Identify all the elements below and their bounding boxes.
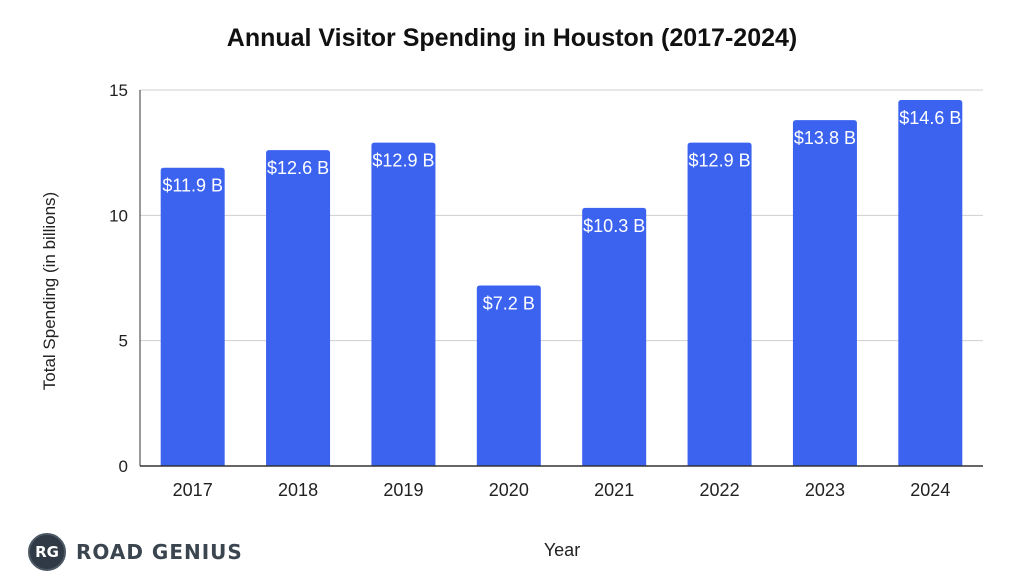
x-tick-label: 2023 — [805, 480, 845, 500]
bar-2021 — [582, 207, 647, 466]
x-tick-label: 2022 — [700, 480, 740, 500]
x-tick-label: 2017 — [173, 480, 213, 500]
chart-title: Annual Visitor Spending in Houston (2017… — [226, 24, 798, 52]
logo-badge-icon: RG — [28, 533, 66, 571]
bar-2020 — [476, 285, 541, 466]
bar-2024 — [898, 100, 963, 466]
bar-2017 — [160, 167, 225, 466]
logo-wordmark: ROAD GENIUS — [76, 540, 243, 564]
x-tick-label: 2021 — [594, 480, 634, 500]
data-label-2020: $7.2 B — [483, 294, 535, 314]
y-tick-label: 5 — [119, 332, 128, 351]
x-tick-label: 2018 — [278, 480, 318, 500]
bar-2022 — [687, 142, 752, 466]
y-tick-label: 0 — [119, 457, 128, 476]
road-genius-logo: RG ROAD GENIUS — [28, 532, 243, 572]
x-tick-label: 2020 — [489, 480, 529, 500]
y-tick-label: 15 — [109, 81, 128, 100]
x-tick-label: 2019 — [383, 480, 423, 500]
y-tick-label: 10 — [109, 206, 128, 225]
data-label-2022: $12.9 B — [689, 151, 751, 171]
data-label-2017: $11.9 B — [162, 176, 223, 196]
data-label-2021: $10.3 B — [583, 216, 645, 236]
x-tick-label: 2024 — [910, 480, 950, 500]
bar-2023 — [792, 120, 857, 466]
data-label-2024: $14.6 B — [899, 108, 961, 128]
data-label-2019: $12.9 B — [372, 151, 434, 171]
x-axis-label: Year — [543, 540, 581, 560]
data-label-2023: $13.8 B — [794, 128, 856, 148]
bar-2019 — [371, 142, 436, 466]
y-axis-label: Total Spending (in billions) — [40, 191, 59, 391]
data-label-2018: $12.6 B — [267, 158, 329, 178]
bar-2018 — [266, 150, 331, 466]
